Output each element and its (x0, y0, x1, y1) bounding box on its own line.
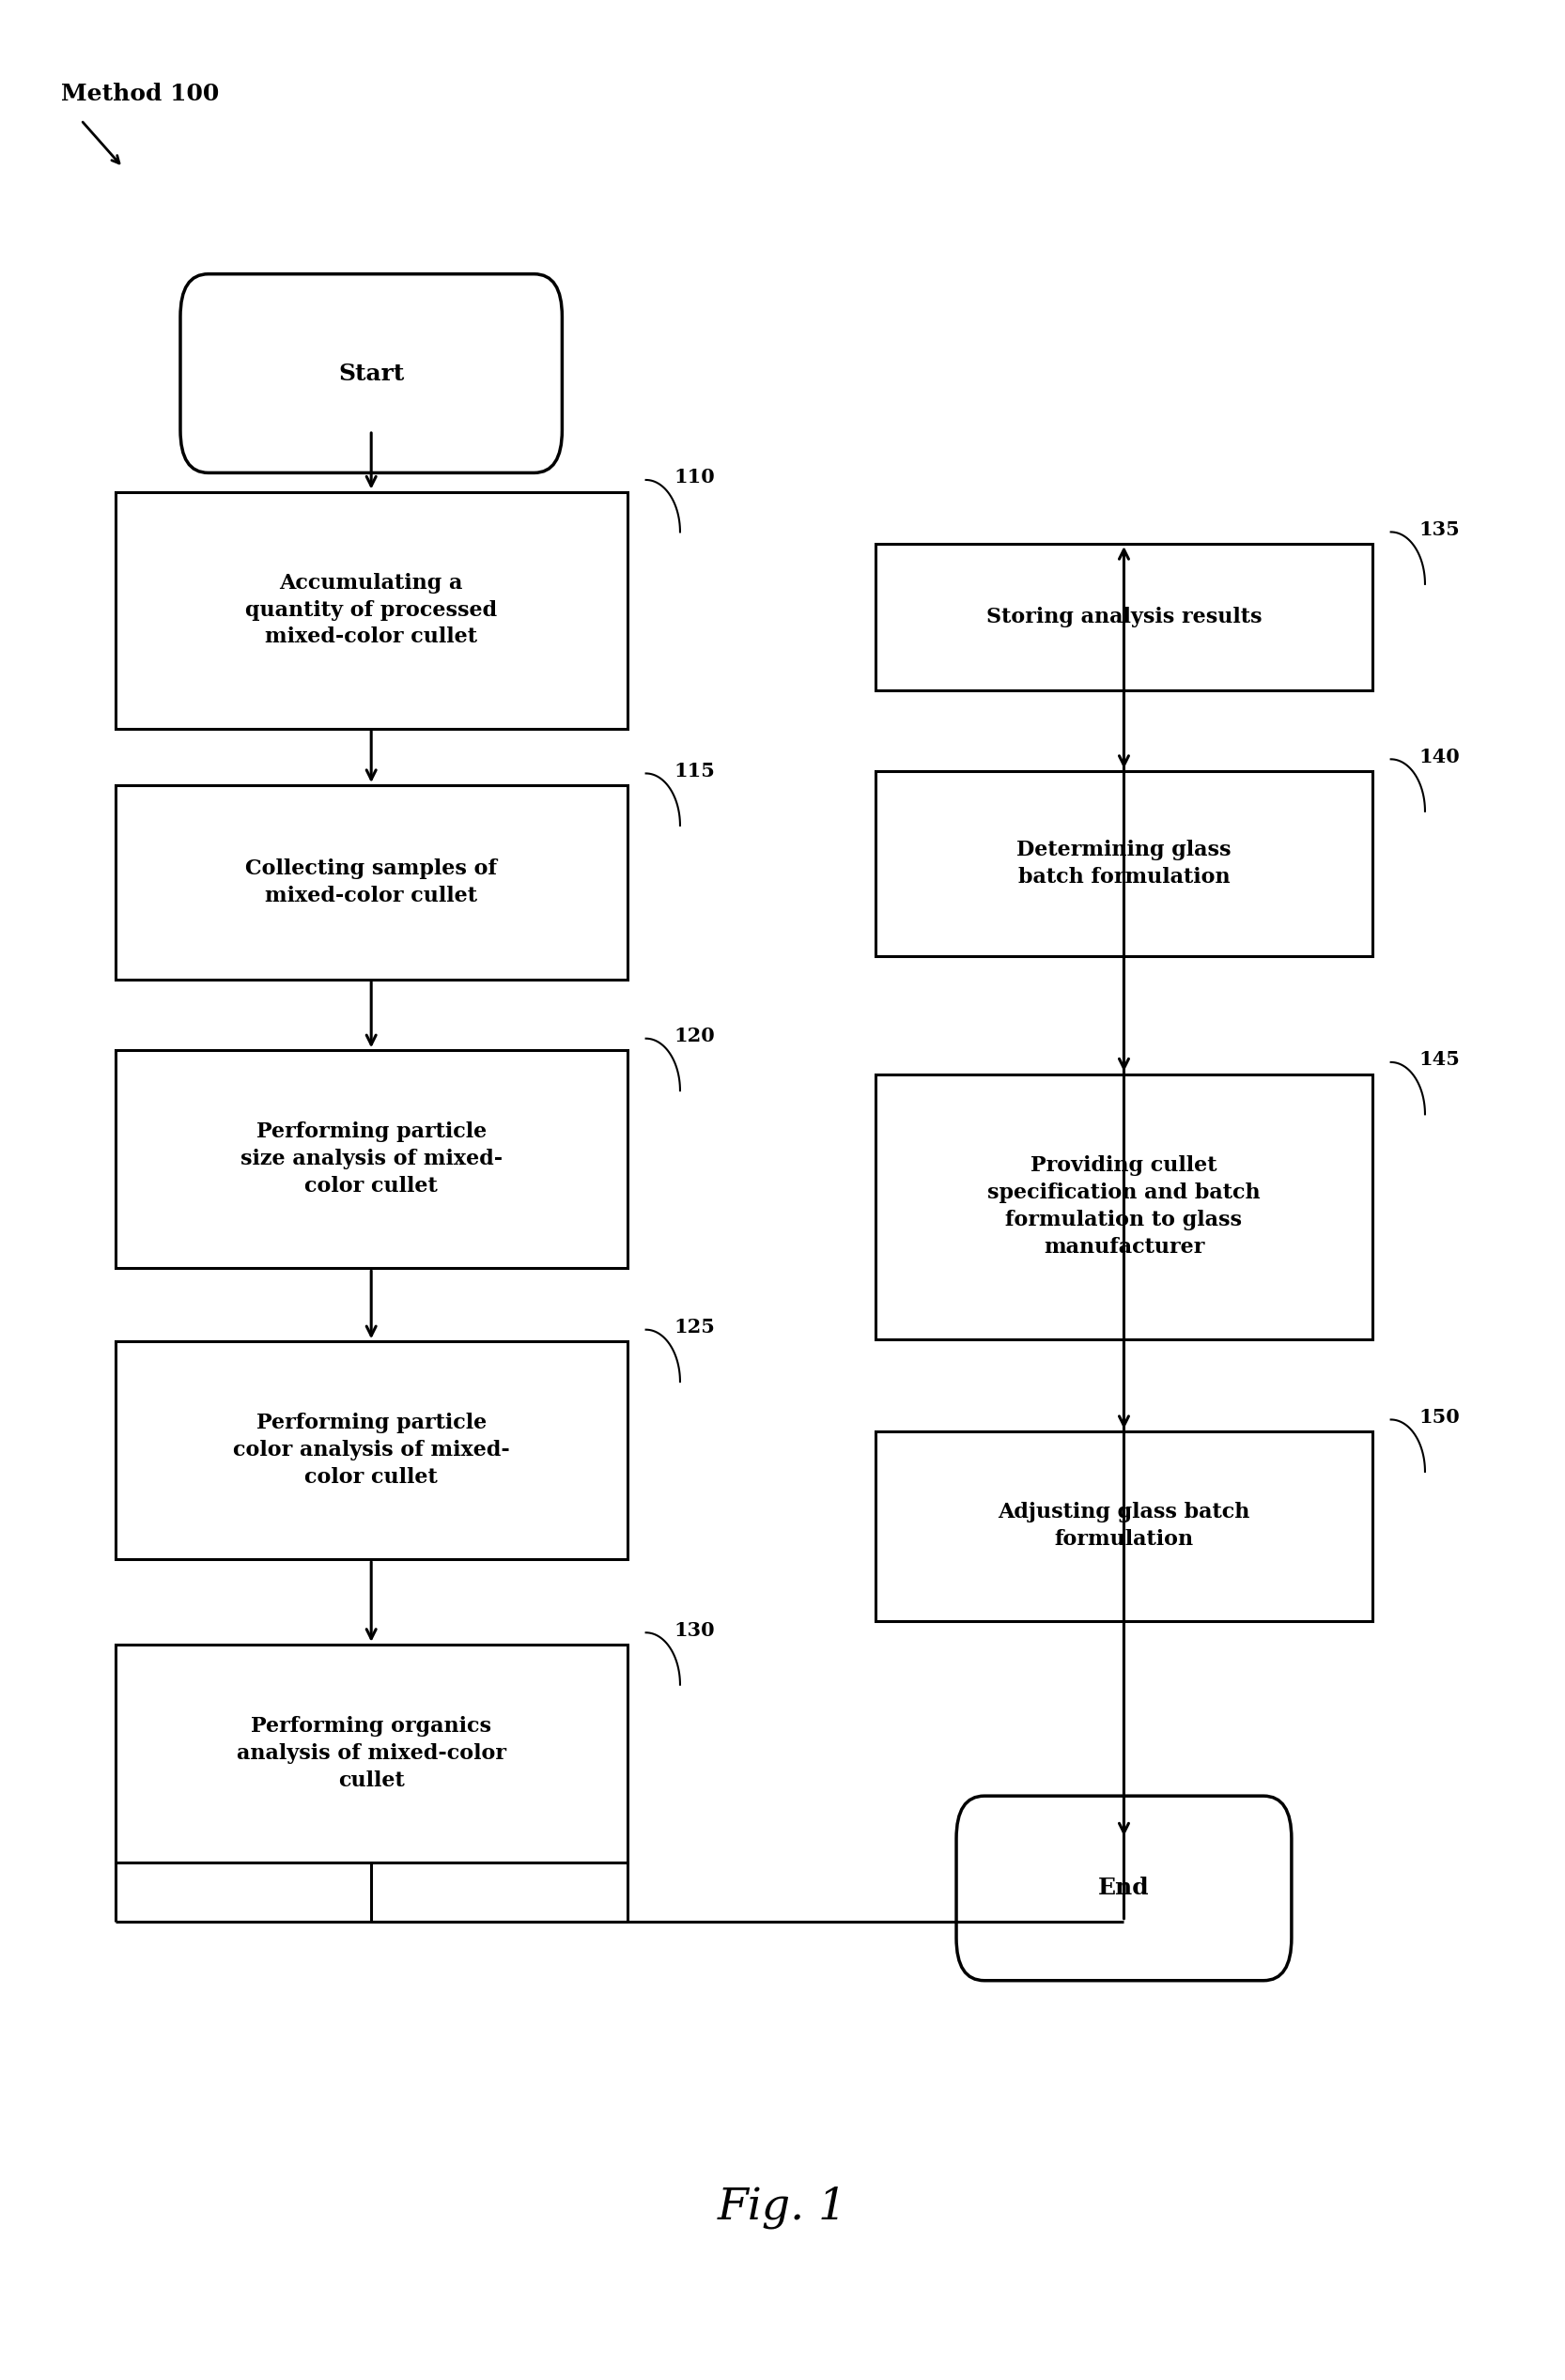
Text: 120: 120 (675, 1026, 715, 1045)
Text: Providing cullet
specification and batch
formulation to glass
manufacturer: Providing cullet specification and batch… (988, 1157, 1260, 1257)
Text: End: End (1099, 1878, 1150, 1899)
Text: Method 100: Method 100 (61, 83, 219, 105)
Text: 130: 130 (675, 1621, 715, 1640)
Text: 125: 125 (675, 1319, 715, 1338)
FancyBboxPatch shape (875, 1430, 1373, 1621)
Text: Performing particle
size analysis of mixed-
color cullet: Performing particle size analysis of mix… (239, 1121, 502, 1197)
Text: 110: 110 (675, 469, 715, 488)
Text: 145: 145 (1419, 1050, 1460, 1069)
FancyBboxPatch shape (116, 785, 628, 978)
Text: 150: 150 (1419, 1407, 1460, 1426)
Text: Accumulating a
quantity of processed
mixed-color cullet: Accumulating a quantity of processed mix… (246, 574, 498, 647)
FancyBboxPatch shape (116, 1342, 628, 1559)
Text: Storing analysis results: Storing analysis results (986, 607, 1261, 628)
Text: Collecting samples of
mixed-color cullet: Collecting samples of mixed-color cullet (246, 859, 498, 907)
Text: Performing organics
analysis of mixed-color
cullet: Performing organics analysis of mixed-co… (236, 1716, 505, 1790)
FancyBboxPatch shape (116, 1050, 628, 1269)
Text: 135: 135 (1419, 521, 1460, 538)
Text: Fig. 1: Fig. 1 (718, 2187, 847, 2230)
FancyBboxPatch shape (116, 1645, 628, 1861)
Text: Start: Start (338, 362, 404, 386)
FancyBboxPatch shape (875, 543, 1373, 690)
FancyBboxPatch shape (875, 1073, 1373, 1340)
FancyBboxPatch shape (180, 274, 562, 474)
FancyBboxPatch shape (956, 1797, 1291, 1980)
Text: Adjusting glass batch
formulation: Adjusting glass batch formulation (998, 1502, 1250, 1549)
FancyBboxPatch shape (116, 493, 628, 728)
Text: Performing particle
color analysis of mixed-
color cullet: Performing particle color analysis of mi… (233, 1414, 510, 1488)
Text: 115: 115 (675, 762, 715, 781)
FancyBboxPatch shape (875, 771, 1373, 957)
Text: 140: 140 (1419, 747, 1460, 766)
Text: Determining glass
batch formulation: Determining glass batch formulation (1017, 840, 1232, 888)
